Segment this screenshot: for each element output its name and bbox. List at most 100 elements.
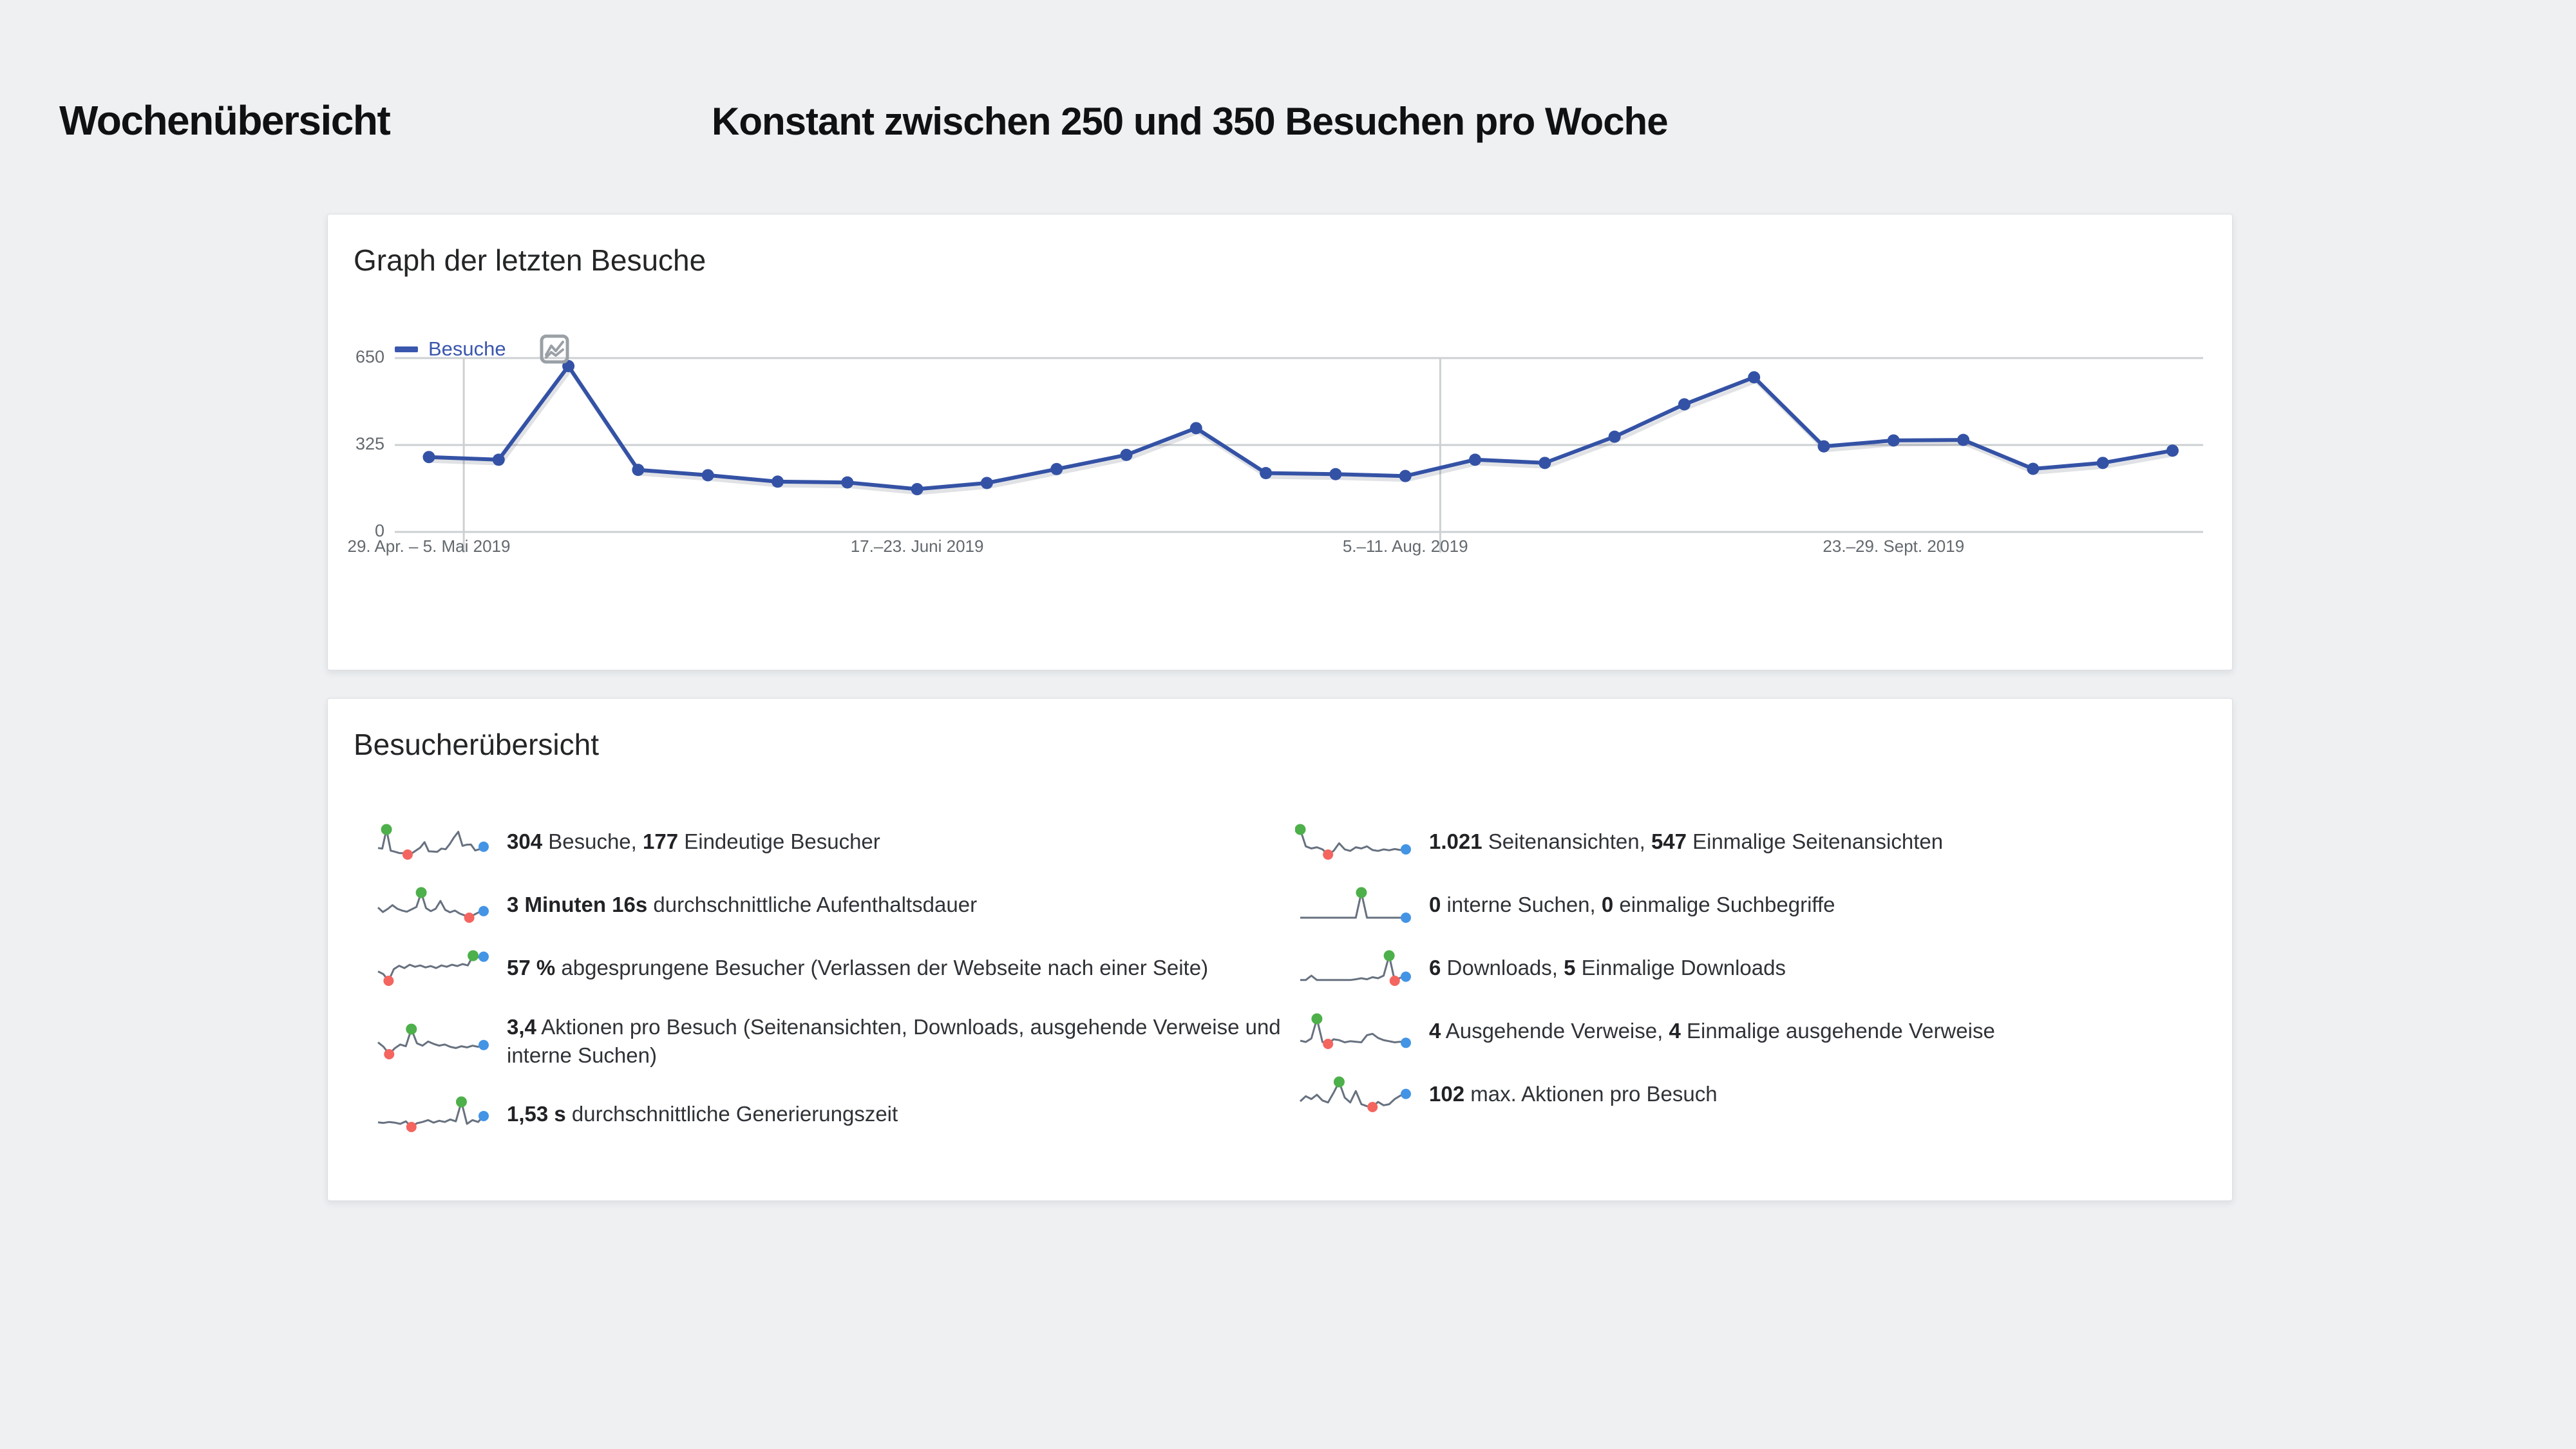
sparkline-pageviews (1295, 824, 1411, 860)
sparkline-max-dot (381, 824, 392, 835)
data-point[interactable] (1817, 440, 1830, 453)
sparkline-internal-searches (1300, 887, 1411, 923)
visits-graph-card: Graph der letzten Besuche Besuche 650 325… (327, 214, 2233, 670)
data-point[interactable] (1120, 448, 1133, 461)
sparkline-max-dot (1383, 950, 1395, 961)
sparkline-visits (377, 824, 489, 860)
visitor-overview-card: Besucherübersicht 304 Besuche, 177 Einde… (327, 698, 2233, 1201)
stat-text-max-actions: 102 max. Aktionen pro Besuch (1429, 1082, 1718, 1106)
stat-text-actions-per-visit: 3,4 Aktionen pro Besuch (Seitenansichten… (507, 1015, 1281, 1067)
stat-text-internal-searches: 0 interne Suchen, 0 einmalige Suchbegrif… (1429, 893, 1835, 917)
sparkline-max-dot (1333, 1076, 1345, 1088)
data-point[interactable] (1050, 462, 1063, 475)
y-axis-tick-label: 325 (355, 434, 384, 453)
data-point[interactable] (841, 476, 854, 489)
data-point[interactable] (1608, 430, 1621, 443)
stat-row-pageviews: 1.021 Seitenansichten, 547 Einmalige Sei… (1295, 824, 2228, 860)
data-point[interactable] (2096, 457, 2109, 469)
data-point[interactable] (1678, 398, 1690, 411)
stat-text-downloads: 6 Downloads, 5 Einmalige Downloads (1429, 956, 1786, 980)
x-axis-tick-label: 17.–23. Juni 2019 (851, 536, 984, 556)
sparkline-max-dot (455, 1096, 467, 1108)
data-point[interactable] (1957, 433, 1970, 446)
sparkline-last-dot (478, 951, 489, 962)
sparkline-min-dot (464, 913, 475, 923)
sparkline-min-dot (1389, 976, 1400, 986)
export-image-icon[interactable] (540, 334, 569, 364)
data-point[interactable] (911, 483, 923, 496)
data-point[interactable] (1748, 371, 1761, 384)
sparkline-last-dot (478, 1111, 489, 1122)
data-point[interactable] (1329, 468, 1342, 480)
sparkline-last-dot (478, 841, 489, 852)
stat-row-actions-per-visit: 3,4 Aktionen pro Besuch (Seitenansichten… (373, 1013, 1295, 1069)
sparkline-max-dot (415, 887, 427, 898)
stat-row-bounce-rate: 57 % abgesprungene Besucher (Verlassen d… (373, 950, 1295, 986)
data-point[interactable] (1887, 434, 1900, 447)
y-axis-tick-label: 0 (375, 521, 384, 540)
stat-row-downloads: 6 Downloads, 5 Einmalige Downloads (1295, 950, 2228, 986)
sparkline-bounce-rate (377, 950, 489, 986)
data-point[interactable] (422, 451, 435, 464)
sparkline-min-dot (1367, 1102, 1378, 1112)
overview-column-right: 1.021 Seitenansichten, 547 Einmalige Sei… (1295, 824, 2228, 1132)
sparkline-max-actions (1299, 1076, 1411, 1112)
sparkline-last-dot (478, 1039, 489, 1050)
data-point[interactable] (562, 359, 575, 372)
visitor-overview-columns: 304 Besuche, 177 Eindeutige Besucher 3 Mi… (373, 824, 2228, 1133)
sparkline-avg-duration (377, 887, 489, 923)
sparkline-min-dot (383, 976, 394, 986)
stat-row-internal-searches: 0 interne Suchen, 0 einmalige Suchbegrif… (1295, 887, 2228, 923)
sparkline-last-dot (478, 905, 489, 916)
visits-graph-card-title: Graph der letzten Besuche (354, 243, 706, 277)
x-axis-tick-label: 5.–11. Aug. 2019 (1343, 536, 1468, 556)
data-point[interactable] (1469, 453, 1481, 466)
data-point[interactable] (632, 464, 645, 477)
data-point[interactable] (2027, 462, 2040, 475)
chart-legend: Besuche (395, 334, 569, 364)
page-title: Wochenübersicht (59, 97, 391, 144)
stat-row-visits: 304 Besuche, 177 Eindeutige Besucher (373, 824, 1295, 860)
data-point[interactable] (980, 477, 993, 489)
sparkline-last-dot (1401, 844, 1411, 855)
data-point[interactable] (1189, 422, 1202, 435)
sparkline-min-dot (1323, 849, 1334, 860)
stat-row-outlinks: 4 Ausgehende Verweise, 4 Einmalige ausge… (1295, 1013, 2228, 1049)
sparkline-min-dot (406, 1122, 417, 1133)
visitor-overview-card-title: Besucherübersicht (354, 728, 599, 761)
sparkline-generation-time (377, 1096, 489, 1133)
sparkline-last-dot (1401, 1037, 1411, 1048)
sparkline-max-dot (1311, 1013, 1323, 1025)
stat-text-avg-duration: 3 Minuten 16s durchschnittliche Aufentha… (507, 893, 978, 917)
legend-label[interactable]: Besuche (428, 337, 506, 360)
sparkline-max-dot (406, 1023, 417, 1035)
visits-line-chart[interactable]: 650 325 029. Apr. – 5. Mai 2019 17.–23. Jun… (328, 214, 2232, 670)
legend-line-swatch (395, 346, 418, 352)
stat-text-visits: 304 Besuche, 177 Eindeutige Besucher (507, 829, 880, 854)
data-point[interactable] (1260, 467, 1273, 480)
data-point[interactable] (492, 453, 505, 466)
x-axis-tick-label: 29. Apr. – 5. Mai 2019 (348, 536, 511, 556)
sparkline-max-dot (1295, 824, 1306, 835)
data-point[interactable] (2166, 444, 2179, 457)
sparkline-downloads (1300, 950, 1411, 986)
sparkline-min-dot (384, 1048, 395, 1059)
x-axis-tick-label: 23.–29. Sept. 2019 (1823, 536, 1964, 556)
sparkline-max-dot (1356, 887, 1367, 898)
stat-row-avg-duration: 3 Minuten 16s durchschnittliche Aufentha… (373, 887, 1295, 923)
y-axis-tick-label: 650 (355, 347, 384, 366)
sparkline-last-dot (1401, 913, 1411, 923)
sparkline-min-dot (402, 849, 413, 860)
stat-text-outlinks: 4 Ausgehende Verweise, 4 Einmalige ausge… (1429, 1019, 1995, 1043)
sparkline-last-dot (1401, 1088, 1411, 1099)
data-point[interactable] (1539, 457, 1551, 469)
data-point[interactable] (701, 469, 714, 482)
data-point[interactable] (1399, 469, 1412, 482)
data-point[interactable] (772, 475, 784, 488)
overview-column-left: 304 Besuche, 177 Eindeutige Besucher 3 Mi… (373, 824, 1295, 1133)
sparkline-min-dot (1323, 1039, 1334, 1049)
sparkline-last-dot (1401, 971, 1411, 982)
sparkline-outlinks (1300, 1013, 1411, 1049)
stat-text-bounce-rate: 57 % abgesprungene Besucher (Verlassen d… (507, 956, 1209, 980)
sparkline-max-dot (468, 950, 479, 961)
